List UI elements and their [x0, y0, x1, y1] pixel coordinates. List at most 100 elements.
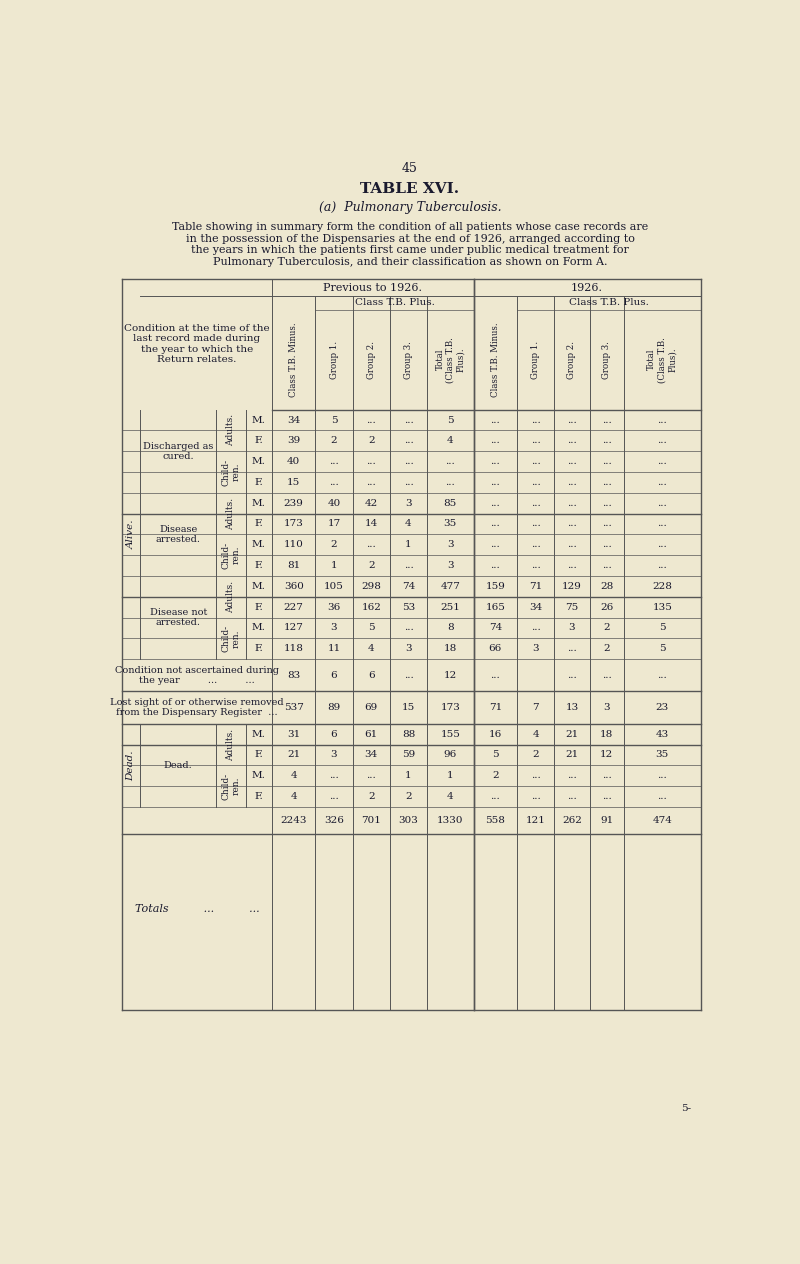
- Text: Group 2.: Group 2.: [366, 340, 376, 379]
- Text: Group 1.: Group 1.: [330, 340, 338, 379]
- Text: 1: 1: [330, 561, 338, 570]
- Text: 5: 5: [492, 751, 498, 760]
- Text: 11: 11: [327, 645, 341, 653]
- Text: ...: ...: [602, 436, 612, 445]
- Text: 3: 3: [603, 703, 610, 712]
- Text: F.: F.: [254, 645, 263, 653]
- Text: 5: 5: [659, 645, 666, 653]
- Text: ...: ...: [567, 540, 577, 550]
- Text: 21: 21: [566, 751, 578, 760]
- Text: Class T.B. Minus.: Class T.B. Minus.: [490, 322, 500, 397]
- Text: ...: ...: [490, 436, 500, 445]
- Text: 2: 2: [532, 751, 539, 760]
- Text: 13: 13: [566, 703, 578, 712]
- Text: Alive.: Alive.: [126, 520, 135, 549]
- Text: Lost sight of or otherwise removed
from the Dispensary Register  ...: Lost sight of or otherwise removed from …: [110, 698, 284, 718]
- Text: ...: ...: [602, 793, 612, 801]
- Text: 81: 81: [287, 561, 300, 570]
- Text: 18: 18: [444, 645, 457, 653]
- Text: Dead.: Dead.: [164, 761, 193, 770]
- Text: 12: 12: [600, 751, 614, 760]
- Text: Child-
ren.: Child- ren.: [222, 541, 241, 569]
- Text: (a)  Pulmonary Tuberculosis.: (a) Pulmonary Tuberculosis.: [318, 201, 502, 214]
- Text: 3: 3: [569, 623, 575, 632]
- Text: 4: 4: [368, 645, 374, 653]
- Text: ...: ...: [366, 771, 376, 780]
- Text: ...: ...: [403, 416, 414, 425]
- Text: 262: 262: [562, 817, 582, 825]
- Text: 61: 61: [365, 729, 378, 738]
- Text: ...: ...: [403, 478, 414, 487]
- Text: 74: 74: [489, 623, 502, 632]
- Text: Disease not
arrested.: Disease not arrested.: [150, 608, 207, 627]
- Text: 239: 239: [284, 499, 304, 508]
- Text: F.: F.: [254, 436, 263, 445]
- Text: 85: 85: [444, 499, 457, 508]
- Text: 6: 6: [330, 671, 338, 680]
- Text: Table showing in summary form the condition of all patients whose case records a: Table showing in summary form the condit…: [172, 222, 648, 233]
- Text: 40: 40: [327, 499, 341, 508]
- Text: 298: 298: [362, 581, 381, 590]
- Text: 2: 2: [603, 623, 610, 632]
- Text: Total
(Class T.B.
Plus).: Total (Class T.B. Plus).: [647, 336, 677, 383]
- Text: ...: ...: [530, 436, 541, 445]
- Text: 227: 227: [284, 603, 304, 612]
- Text: 2243: 2243: [281, 817, 307, 825]
- Text: ...: ...: [530, 478, 541, 487]
- Text: M.: M.: [252, 581, 266, 590]
- Text: ...: ...: [490, 520, 500, 528]
- Text: 3: 3: [447, 540, 454, 550]
- Text: Group 3.: Group 3.: [404, 340, 413, 378]
- Text: ...: ...: [490, 499, 500, 508]
- Text: in the possession of the Dispensaries at the end of 1926, arranged according to: in the possession of the Dispensaries at…: [186, 234, 634, 244]
- Text: 4: 4: [290, 793, 297, 801]
- Text: ...: ...: [530, 623, 541, 632]
- Text: ...: ...: [366, 540, 376, 550]
- Text: 28: 28: [600, 581, 614, 590]
- Text: ...: ...: [658, 436, 667, 445]
- Text: 4: 4: [290, 771, 297, 780]
- Text: 12: 12: [444, 671, 457, 680]
- Text: 5: 5: [368, 623, 374, 632]
- Text: 43: 43: [656, 729, 669, 738]
- Text: ...: ...: [602, 561, 612, 570]
- Text: ...: ...: [366, 416, 376, 425]
- Text: ...: ...: [658, 499, 667, 508]
- Text: 35: 35: [444, 520, 457, 528]
- Text: ...: ...: [602, 416, 612, 425]
- Text: ...: ...: [490, 671, 500, 680]
- Text: 5-: 5-: [682, 1103, 691, 1112]
- Text: 15: 15: [402, 703, 415, 712]
- Text: ...: ...: [658, 771, 667, 780]
- Text: 2: 2: [368, 436, 374, 445]
- Text: ...: ...: [403, 561, 414, 570]
- Text: F.: F.: [254, 478, 263, 487]
- Text: 88: 88: [402, 729, 415, 738]
- Text: ...: ...: [658, 520, 667, 528]
- Text: 173: 173: [440, 703, 460, 712]
- Text: F.: F.: [254, 520, 263, 528]
- Text: 3: 3: [447, 561, 454, 570]
- Text: 1330: 1330: [437, 817, 463, 825]
- Text: ...: ...: [567, 671, 577, 680]
- Text: 155: 155: [440, 729, 460, 738]
- Text: M.: M.: [252, 499, 266, 508]
- Text: F.: F.: [254, 603, 263, 612]
- Text: 3: 3: [405, 645, 412, 653]
- Text: 83: 83: [287, 671, 300, 680]
- Text: Child-
ren.: Child- ren.: [222, 772, 241, 800]
- Text: Disease
arrested.: Disease arrested.: [156, 525, 201, 544]
- Text: 2: 2: [368, 793, 374, 801]
- Text: 127: 127: [284, 623, 304, 632]
- Text: Total
(Class T.B.
Plus).: Total (Class T.B. Plus).: [435, 336, 466, 383]
- Text: ...: ...: [329, 458, 339, 466]
- Text: 71: 71: [529, 581, 542, 590]
- Text: ...: ...: [658, 478, 667, 487]
- Text: 42: 42: [365, 499, 378, 508]
- Text: 34: 34: [287, 416, 300, 425]
- Text: 45: 45: [402, 162, 418, 176]
- Text: 537: 537: [284, 703, 304, 712]
- Text: 53: 53: [402, 603, 415, 612]
- Text: Discharged as
cured.: Discharged as cured.: [143, 441, 214, 461]
- Text: 326: 326: [324, 817, 344, 825]
